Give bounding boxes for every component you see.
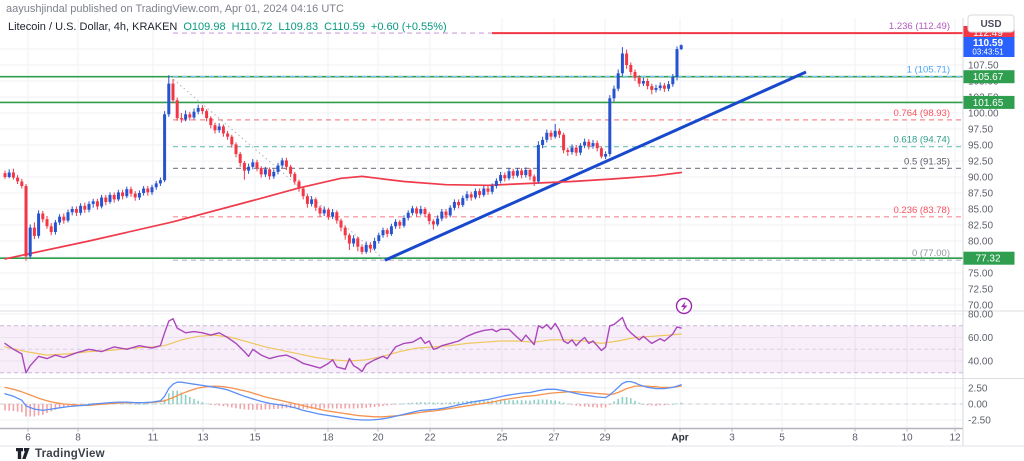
symbol-legend: Litecoin / U.S. Dollar, 4h, KRAKEN O109.9… [8,21,447,33]
publish-attribution: aayushjindal published on TradingView.co… [6,3,344,15]
fib-label: 1.236 (112.49) [889,21,950,32]
rsi-pane [4,297,693,374]
ascending-trendline [384,70,807,262]
time-tick: 20 [372,433,384,444]
fib-label: 0.5 (91.35) [904,156,950,167]
fib-label: 0.764 (98.93) [893,108,950,119]
price-tick: 70.00 [968,301,993,312]
currency-toggle[interactable] [967,14,1015,33]
macd-tick: 0.00 [968,400,988,411]
price-tick: 107.50 [968,61,999,72]
time-tick: 15 [249,433,261,444]
time-tick: 22 [424,433,436,444]
macd-line [4,380,682,421]
candlesticks [3,44,683,261]
price-tick: 90.00 [968,173,993,184]
time-tick: 12 [949,433,961,444]
ohlc-close: C110.59 [324,21,365,33]
time-tick: 25 [496,433,508,444]
fib-retracement-levels: 1.236 (112.49) 1 (105.71) 0.764 (98.93) 0.6… [169,21,963,261]
tradingview-wordmark: TradingView [35,447,105,460]
price-tick: 80.00 [968,237,993,248]
price-tick: 87.50 [968,189,993,200]
fib-label: 1 (105.71) [907,64,950,75]
price-change: +0.60 (+0.55%) [370,21,447,33]
svg-text:101.65: 101.65 [973,98,1004,109]
price-axis[interactable]: 107.50105.00102.50100.0097.5095.0092.509… [962,14,1015,446]
macd-signal-line [4,385,682,418]
time-tick: 5 [779,433,785,444]
support-resistance-lines [0,75,963,259]
price-tick: 75.00 [968,269,993,280]
currency-label: USD [980,19,1001,30]
time-tick: 13 [197,433,209,444]
level-price-label [963,251,1015,265]
macd-pane [0,380,963,421]
rsi-tick: 40.00 [968,357,993,368]
rsi-ma-line [4,333,682,362]
time-tick: 8 [75,433,81,444]
ma-line [4,171,683,260]
time-tick: 27 [548,433,560,444]
rsi-line [4,316,682,374]
time-tick: 3 [729,433,735,444]
level-price-label [963,70,1015,84]
time-tick: 18 [322,433,334,444]
price-tick: 85.00 [968,205,993,216]
time-tick: 8 [852,433,858,444]
rsi-tick: 80.00 [968,310,993,321]
flash-bolt-icon [681,301,688,312]
price-tick: 82.50 [968,221,993,232]
time-tick: 29 [599,433,611,444]
svg-text:03:43:51: 03:43:51 [972,48,1004,57]
symbol-title: Litecoin / U.S. Dollar, 4h, KRAKEN [8,21,178,33]
time-tick: 10 [901,433,913,444]
fib-label: 0.618 (94.74) [893,135,950,146]
macd-tick: 2.50 [968,384,988,395]
ohlc-open: O109.98 [183,21,226,33]
ohlc-low: L109.83 [278,21,319,33]
svg-text:112.49: 112.49 [973,28,1003,39]
price-tick: 97.50 [968,125,993,136]
level-price-label [963,95,1015,109]
svg-text:105.67: 105.67 [973,72,1004,83]
price-tick: 72.50 [968,285,993,296]
tradingview-logo-icon [16,448,30,459]
ohlc-high: H110.72 [231,21,273,33]
time-tick: 6 [25,433,31,444]
macd-tick: -2.50 [968,416,991,427]
time-tick: Apr [671,433,688,444]
tradingview-branding[interactable]: TradingView [16,447,105,460]
rsi-band [0,325,963,373]
price-tick: 100.00 [968,109,999,120]
rsi-tick: 60.00 [968,333,993,344]
fib-label: 0 (77.00) [912,248,950,259]
time-tick: 11 [148,433,159,444]
price-tick: 92.50 [968,157,993,168]
price-tick: 95.00 [968,141,993,152]
svg-text:110.59: 110.59 [973,38,1003,49]
svg-text:77.32: 77.32 [975,254,1000,265]
fib-label: 0.236 (83.78) [893,205,950,216]
time-axis[interactable]: 6 8 11 13 15 18 20 22 25 27 29 Apr 3 5 8 10 12 [0,427,963,444]
